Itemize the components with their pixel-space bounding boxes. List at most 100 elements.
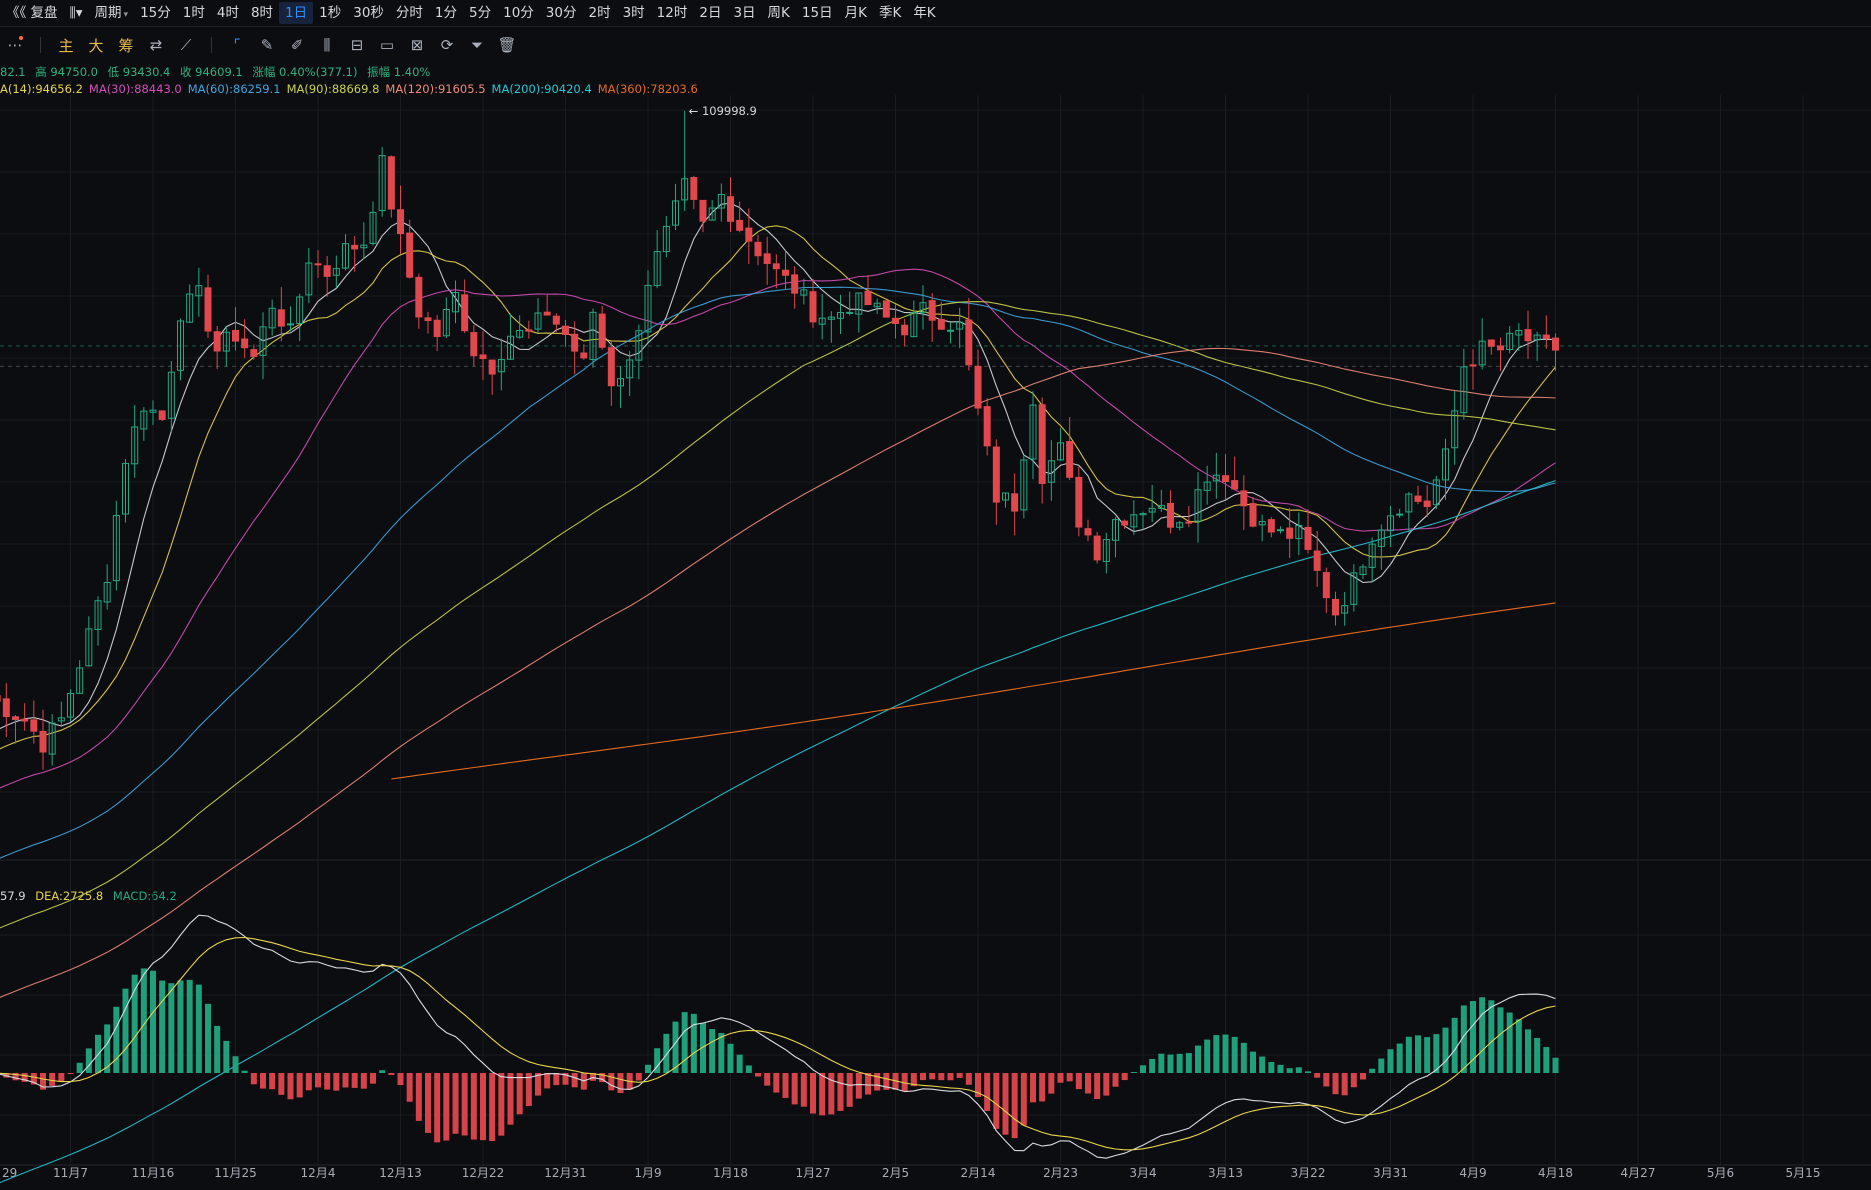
timeframe-17[interactable]: 2日 [699, 5, 722, 21]
candle-body [562, 325, 569, 335]
macd-bar [195, 984, 202, 1073]
candle-body [626, 359, 634, 379]
macd-bar [1231, 1036, 1238, 1073]
candle-body [763, 253, 771, 264]
chart-style-icon[interactable]: ⫼▾ [69, 5, 83, 21]
timeframe-20[interactable]: 15日 [801, 5, 833, 21]
compare-icon[interactable]: ⇄ [149, 36, 163, 54]
timeframe-15[interactable]: 3时 [622, 5, 645, 21]
dif-value: 57.9 [0, 889, 26, 903]
macd-bar [828, 1073, 835, 1115]
macd-bar [1433, 1034, 1440, 1073]
candle-body [1350, 572, 1358, 605]
macd-bar [168, 983, 175, 1073]
candle-body [1552, 337, 1559, 351]
candle-body [177, 320, 184, 371]
timeframe-7[interactable]: 1秒 [319, 5, 342, 21]
macd-bar [131, 974, 138, 1073]
candle-body [1286, 527, 1294, 539]
brush-icon[interactable]: ✐ [290, 36, 304, 54]
timeframe-5[interactable]: 8时 [250, 5, 274, 21]
candle-body [1414, 495, 1422, 502]
trash-icon[interactable]: 🗑 [497, 36, 517, 54]
macd-bar [1479, 997, 1486, 1073]
pencil-icon[interactable]: ✎ [260, 36, 274, 54]
macd-bar [1195, 1045, 1201, 1073]
filter-icon[interactable]: ⏷ [470, 36, 483, 54]
timeframe-3[interactable]: 1时 [182, 5, 205, 21]
timeframe-22[interactable]: 季K [878, 5, 902, 21]
timeframe-4[interactable]: 4时 [216, 5, 239, 21]
timeframe-14[interactable]: 2时 [588, 5, 611, 21]
candle-body [1304, 526, 1312, 550]
chips-button[interactable]: 筹 [118, 36, 134, 55]
candle-body [1515, 330, 1523, 336]
macd-bar [1002, 1073, 1009, 1135]
timeframe-12[interactable]: 10分 [503, 5, 534, 21]
timeframe-19[interactable]: 周K [767, 5, 790, 21]
measure-icon[interactable]: ⊠ [410, 36, 424, 54]
candle-body [158, 410, 166, 420]
candle-body [782, 269, 789, 276]
x-tick-label: 4月18 [1538, 1166, 1573, 1180]
candle-body [1176, 522, 1184, 528]
macd-bar [287, 1073, 294, 1100]
candle-body [552, 315, 560, 325]
toolbar-divider [40, 37, 41, 53]
more-icon[interactable]: ⋯ [2, 32, 28, 58]
timeframe-6[interactable]: 1日 [279, 2, 314, 24]
candle-body [1249, 503, 1257, 527]
macd-bar [1506, 1012, 1513, 1073]
x-tick-label: 2月23 [1043, 1166, 1078, 1180]
timeframe-10[interactable]: 1分 [434, 5, 458, 21]
x-tick-label: 1月9 [634, 1166, 661, 1180]
timeframe-11[interactable]: 5分 [469, 5, 492, 21]
macd-bar [562, 1073, 569, 1085]
ma-legend: A(14):94656.2 MA(30):88443.0 MA(60):86259.… [0, 82, 704, 96]
candle-body [1396, 513, 1404, 516]
timeframe-23[interactable]: 年K [913, 5, 936, 21]
timeframe-13[interactable]: 30分 [545, 5, 577, 21]
timeframe-2[interactable]: 15分 [140, 5, 171, 21]
macd-bar [305, 1073, 312, 1091]
candle-body [1387, 515, 1394, 532]
candle-body [1102, 539, 1110, 562]
macd-bar [745, 1065, 752, 1073]
clipboard-icon[interactable]: ▭ [379, 36, 395, 54]
macd-bar [782, 1073, 789, 1098]
macd-bar [360, 1073, 367, 1089]
timeframe-18[interactable]: 3日 [733, 5, 756, 21]
ma30-line [0, 268, 1556, 789]
timeframe-0[interactable]: 《《 复盘 [6, 5, 58, 21]
macd-bar [1130, 1071, 1137, 1073]
candle-body [332, 268, 340, 276]
macd-bar [1332, 1073, 1339, 1095]
candle-body [497, 359, 505, 373]
macd-bar [49, 1073, 56, 1087]
ma-legend-item: A(14):94656.2 [0, 82, 83, 96]
candle-body [76, 667, 84, 694]
timeframe-21[interactable]: 月K [844, 5, 867, 21]
timeframe-8[interactable]: 30秒 [353, 5, 384, 21]
macd-bar [315, 1073, 321, 1088]
big-order-button[interactable]: 大 [88, 36, 104, 55]
main-indicator-button[interactable]: 主 [58, 36, 74, 55]
macd-bar [177, 980, 184, 1073]
candle-body [1332, 598, 1339, 616]
cursor-icon[interactable]: ⌜ [233, 36, 241, 54]
candle-body [1167, 502, 1174, 528]
candle-body [983, 406, 991, 447]
candle-body [882, 300, 890, 318]
macd-bar [599, 1073, 606, 1083]
timeframe-1[interactable]: 周期 ▾ [94, 5, 129, 21]
macd-bar [544, 1073, 551, 1089]
indicator-icon[interactable]: ⟋ [180, 36, 192, 54]
magnet-icon[interactable]: ⟳ [440, 36, 454, 54]
candles-icon[interactable]: ⫼ [323, 36, 331, 54]
macd-bar [1039, 1073, 1046, 1102]
timeframe-9[interactable]: 分时 [395, 5, 423, 21]
x-tick-label: 12月4 [301, 1166, 336, 1180]
ruler-icon[interactable]: ⊟ [350, 36, 364, 54]
timeframe-16[interactable]: 12时 [656, 5, 688, 21]
